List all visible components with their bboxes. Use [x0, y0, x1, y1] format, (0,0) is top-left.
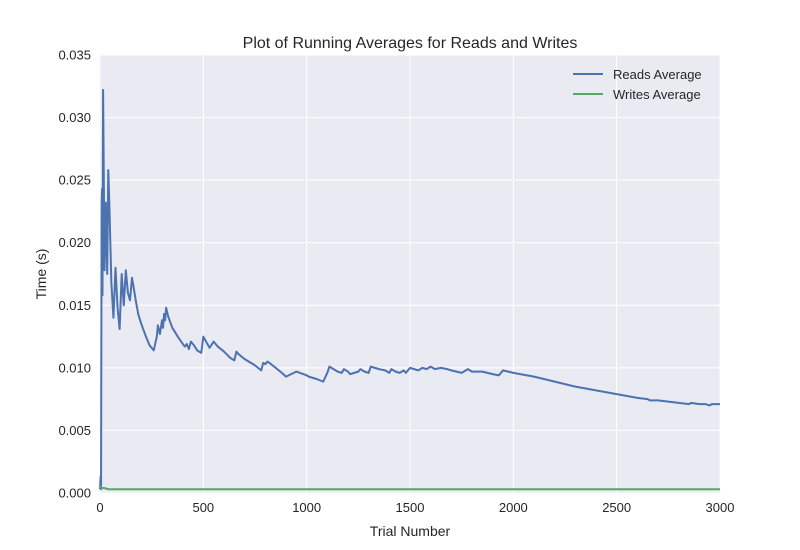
chart-title: Plot of Running Averages for Reads and W…	[243, 35, 578, 52]
y-tick-label: 0.010	[58, 360, 91, 375]
legend: Reads Average Writes Average	[573, 67, 702, 102]
y-tick-label: 0.000	[58, 486, 91, 501]
ticks: 0 500 1000 1500 2000 2500 3000 0.000 0.005 0.010 0…	[58, 48, 734, 516]
x-tick-label: 3000	[706, 500, 735, 515]
y-tick-label: 0.015	[58, 298, 91, 313]
y-tick-label: 0.035	[58, 48, 91, 63]
y-tick-label: 0.020	[58, 235, 91, 250]
x-tick-label: 500	[192, 500, 214, 515]
series-line-reads	[99, 89, 720, 491]
x-tick-label: 0	[96, 500, 103, 515]
x-tick-label: 1500	[396, 500, 425, 515]
x-tick-label: 2500	[602, 500, 631, 515]
y-axis-label: Time (s)	[33, 249, 49, 300]
y-tick-label: 0.030	[58, 110, 91, 125]
x-tick-label: 1000	[292, 500, 321, 515]
x-tick-label: 2000	[499, 500, 528, 515]
legend-label-writes: Writes Average	[613, 87, 701, 102]
series-layer	[99, 89, 720, 491]
x-axis-label: Trial Number	[370, 523, 451, 539]
y-tick-label: 0.005	[58, 423, 91, 438]
legend-label-reads: Reads Average	[613, 67, 702, 82]
series-line-writes	[99, 485, 720, 491]
y-tick-label: 0.025	[58, 173, 91, 188]
